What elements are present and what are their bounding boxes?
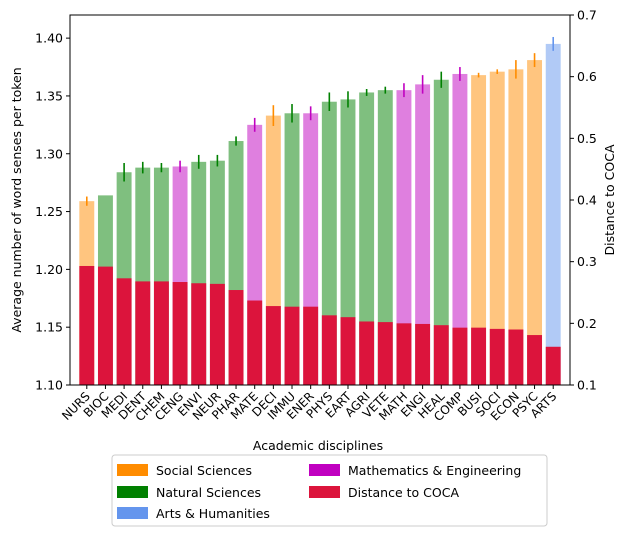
bar-phys [321, 101, 337, 385]
right-y-axis: 0.1 0.2 0.3 0.4 0.5 0.6 0.7 [570, 8, 597, 393]
distance-bar-chem [153, 281, 169, 385]
distance-bar-vete [377, 322, 393, 385]
y-tick-label: 1.15 [35, 320, 63, 335]
y2-tick-label: 0.1 [577, 378, 597, 393]
y2-axis-label: Distance to COCA [602, 144, 617, 255]
distance-bar-arts [545, 346, 561, 385]
distance-bar-eart [340, 317, 356, 385]
distance-bar-neur [209, 283, 225, 385]
bar-vete [377, 90, 393, 385]
legend: Social Sciences Natural Sciences Arts & Hu… [111, 454, 548, 527]
y2-tick-label: 0.2 [577, 316, 597, 331]
distance-bar-dent [135, 281, 151, 385]
legend-swatch-arts [117, 507, 148, 519]
distance-bar-comp [452, 327, 468, 385]
legend-label-social: Social Sciences [156, 463, 252, 478]
y-tick-label: 1.35 [35, 88, 63, 103]
bar-econ [508, 69, 524, 385]
y2-tick-label: 0.3 [577, 254, 597, 269]
distance-bar-busi [471, 327, 487, 385]
bar-heal [433, 79, 449, 385]
distance-bar-engi [415, 323, 431, 385]
left-y-axis: 1.10 1.15 1.20 1.25 1.30 1.35 1.40 [35, 31, 70, 393]
y2-tick-label: 0.5 [577, 131, 597, 146]
distance-bar-medi [116, 278, 132, 385]
y2-tick-label: 0.6 [577, 69, 597, 84]
legend-swatch-math [309, 464, 340, 476]
legend-swatch-natural [117, 486, 148, 498]
legend-label-math: Mathematics & Engineering [348, 463, 521, 478]
y-tick-label: 1.10 [35, 378, 63, 393]
error-bars-layer [85, 36, 555, 206]
distance-bar-deci [265, 306, 281, 385]
bar-psyc [527, 60, 543, 385]
bars-layer [79, 43, 561, 385]
distance-bar-nurs [79, 265, 95, 385]
bar-agri [359, 92, 375, 385]
legend-label-distance: Distance to COCA [348, 485, 459, 500]
legend-label-natural: Natural Sciences [156, 485, 261, 500]
distance-bar-envi [191, 283, 207, 385]
x-axis: NURSBIOCMEDIDENTCHEMCENGENVINEURPHARMATE… [59, 385, 559, 424]
distance-bars-layer [79, 265, 561, 385]
y2-tick-label: 0.4 [577, 193, 597, 208]
distance-bar-immu [284, 306, 300, 385]
legend-label-arts: Arts & Humanities [156, 506, 270, 521]
distance-bar-mate [247, 300, 263, 385]
distance-bar-agri [359, 321, 375, 385]
bar-math [396, 90, 412, 385]
bar-soci [489, 71, 505, 385]
distance-bar-soci [489, 328, 505, 385]
bar-eart [340, 99, 356, 385]
bar-comp [452, 73, 468, 385]
y-axis-label: Average number of word senses per token [9, 67, 24, 332]
distance-bar-econ [508, 329, 524, 385]
y-tick-label: 1.40 [35, 31, 63, 46]
bar-arts [545, 43, 561, 385]
distance-bar-psyc [527, 335, 543, 385]
y2-tick-label: 0.7 [577, 8, 597, 23]
x-axis-label: Academic disciplines [253, 438, 383, 453]
distance-bar-heal [433, 325, 449, 385]
distance-bar-ener [303, 306, 319, 385]
y-tick-label: 1.20 [35, 262, 63, 277]
legend-swatch-distance [309, 486, 340, 498]
distance-bar-math [396, 323, 412, 385]
y-tick-label: 1.25 [35, 204, 63, 219]
legend-swatch-social [117, 464, 148, 476]
bar-busi [471, 75, 487, 385]
bar-engi [415, 84, 431, 385]
distance-bar-phys [321, 315, 337, 385]
distance-bar-ceng [172, 282, 188, 385]
distance-bar-phar [228, 290, 244, 385]
y-tick-label: 1.30 [35, 146, 63, 161]
distance-bar-bioc [97, 266, 113, 385]
